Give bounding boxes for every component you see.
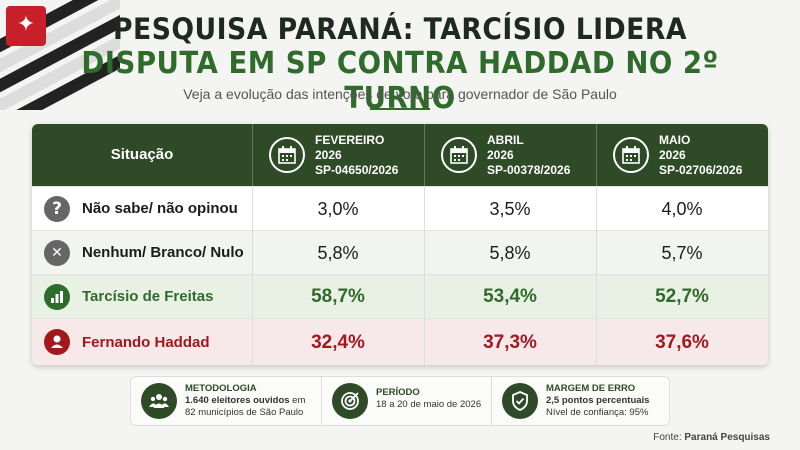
value-cell: 5,8% [317,243,359,263]
info-title: MARGEM DE ERRO [546,383,636,394]
table-row-haddad: Fernando Haddad 32,4% 37,3% 37,6% [32,318,768,365]
subtitle-underline [370,108,430,110]
column-header-abril: ABRIL 2026 SP-00378/2026 [424,124,596,186]
column-divider [596,186,597,365]
info-value: 2,5 pontos percentuais [546,395,650,406]
column-year: 2026 [487,148,514,162]
x-icon: ✕ [44,240,70,266]
info-text: 18 a 20 de maio de 2026 [376,399,482,410]
value-cell: 37,3% [483,332,537,353]
calendar-icon [613,137,649,173]
calendar-icon [441,137,477,173]
column-header-maio: MAIO 2026 SP-02706/2026 [596,124,768,186]
value-cell: 5,8% [489,243,531,263]
info-text: Nível de confiança: 95% [546,407,649,418]
value-cell: 53,4% [483,286,537,307]
row-label: Fernando Haddad [82,334,210,351]
column-year: 2026 [315,148,342,162]
info-value: 1.640 eleitores ouvidos [185,395,290,406]
poll-table: Situação FEVEREIRO 2026 SP-04650/2026 AB… [32,124,768,365]
value-cell: 3,0% [317,199,359,219]
title-line-1: PESQUISA PARANÁ: TARCÍSIO LIDERA [113,12,687,46]
people-icon [141,383,177,419]
column-code: SP-02706/2026 [659,163,743,177]
target-icon [332,383,368,419]
shield-check-icon [502,383,538,419]
row-label: Nenhum/ Branco/ Nulo [82,244,244,261]
column-divider [252,186,253,365]
table-header: Situação FEVEREIRO 2026 SP-04650/2026 AB… [32,124,768,186]
info-panel: METODOLOGIA 1.640 eleitores ouvidos em 8… [130,376,670,426]
value-cell: 5,7% [661,243,703,263]
info-title: METODOLOGIA [185,383,257,394]
column-year: 2026 [659,148,686,162]
calendar-icon [269,137,305,173]
column-month: FEVEREIRO [315,133,385,147]
table-row-nenhum: ✕ Nenhum/ Branco/ Nulo 5,8% 5,8% 5,7% [32,230,768,274]
row-label: Tarcísio de Freitas [82,288,214,305]
sao-paulo-flag [0,0,120,110]
question-icon: ? [44,196,70,222]
column-code: SP-00378/2026 [487,163,571,177]
column-divider [424,186,425,365]
column-month: ABRIL [487,133,524,147]
row-label: Não sabe/ não opinou [82,200,238,217]
person-icon [44,329,70,355]
value-cell: 58,7% [311,286,365,307]
metodologia-box: METODOLOGIA 1.640 eleitores ouvidos em 8… [131,377,321,425]
info-text: 82 municípios de São Paulo [185,407,304,418]
source-label: Fonte: [653,432,685,443]
value-cell: 32,4% [311,332,365,353]
column-month: MAIO [659,133,691,147]
title-line-2: DISPUTA EM SP CONTRA HADDAD NO 2º TURNO [81,46,719,116]
value-cell: 37,6% [655,332,709,353]
subtitle: Veja a evolução das intenções de voto pa… [183,86,617,102]
margem-box: MARGEM DE ERRO 2,5 pontos percentuais Ní… [491,377,671,425]
value-cell: 52,7% [655,286,709,307]
info-text: em [289,395,306,406]
value-cell: 3,5% [489,199,531,219]
value-cell: 4,0% [661,199,703,219]
periodo-box: PERÍODO 18 a 20 de maio de 2026 [321,377,491,425]
flag-seal-icon [6,6,46,46]
row-header-label: Situação [110,146,174,163]
table-row-nao-sabe: ? Não sabe/ não opinou 3,0% 3,5% 4,0% [32,186,768,230]
source-credit: Fonte: Paraná Pesquisas [653,432,770,443]
column-code: SP-04650/2026 [315,163,399,177]
info-title: PERÍODO [376,387,420,398]
column-header-fevereiro: FEVEREIRO 2026 SP-04650/2026 [252,124,424,186]
bar-chart-icon [44,284,70,310]
table-row-tarcisio: Tarcísio de Freitas 58,7% 53,4% 52,7% [32,274,768,318]
source-name: Paraná Pesquisas [684,432,770,443]
